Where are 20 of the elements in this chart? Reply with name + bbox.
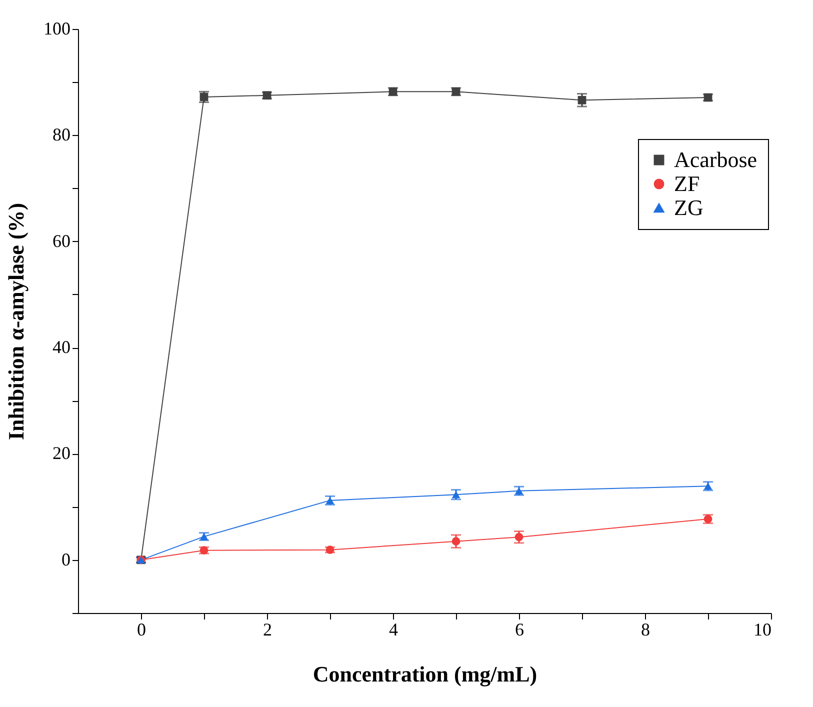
x-tick-label: 6 (515, 620, 524, 640)
x-tick-label: 2 (263, 620, 272, 640)
y-tick-label: 60 (52, 230, 70, 251)
point (514, 532, 524, 542)
point (452, 537, 460, 546)
x-tick-label: 0 (137, 620, 146, 640)
y-axis-title: Inhibition α-amylase (%) (4, 202, 28, 440)
legend-label: ZF (674, 171, 700, 196)
point (578, 96, 586, 104)
legend-label: ZG (674, 195, 704, 220)
y-tick-label: 40 (52, 337, 70, 358)
x-tick-label: 10 (754, 620, 772, 640)
x-tick-label: 4 (389, 620, 398, 640)
y-tick-label: 0 (62, 549, 70, 570)
y-tick-label: 100 (44, 18, 70, 38)
y-tick-label: 20 (52, 443, 70, 464)
y-tick-label: 80 (52, 124, 70, 145)
x-axis-title: Concentration (mg/mL) (312, 662, 538, 686)
x-tick-label: 8 (641, 620, 650, 640)
legend-label: Acarbose (674, 147, 758, 172)
